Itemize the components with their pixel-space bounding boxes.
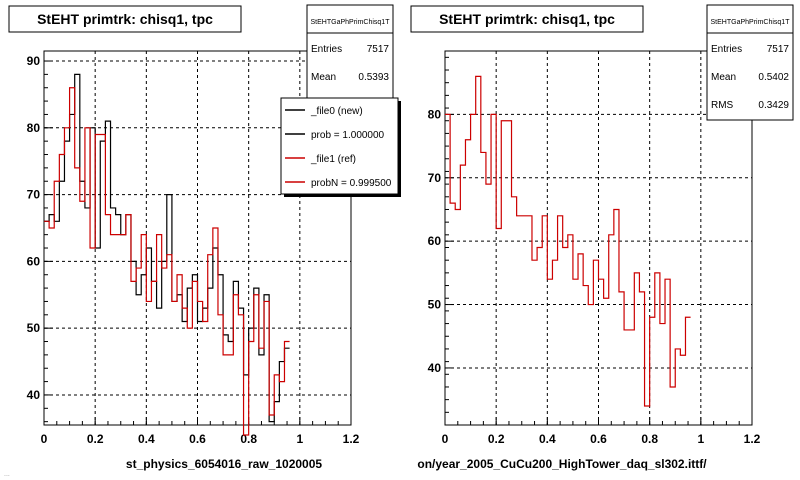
x-tick-label: 1.2 [744, 432, 761, 446]
y-tick-label: 50 [428, 298, 442, 312]
legend-entry: probN = 0.999500 [311, 178, 392, 189]
y-tick-label: 60 [428, 234, 442, 248]
x-tick-label: 1 [697, 432, 704, 446]
x-tick-label: 0.8 [641, 432, 658, 446]
y-tick-label: 40 [27, 388, 41, 402]
stats-value: 0.5402 [758, 72, 789, 83]
stats-header: StEHTGaPhPrimChisq1T [311, 19, 391, 26]
stats-label: Entries [711, 44, 742, 55]
x-axis-label: on/year_2005_CuCu200_HighTower_daq_sl302… [417, 457, 707, 471]
y-tick-label: 70 [27, 188, 41, 202]
stats-value: 7517 [367, 44, 390, 55]
x-tick-label: 0.6 [590, 432, 607, 446]
title-box [410, 5, 644, 33]
x-axis-label: st_physics_6054016_raw_1020005 [126, 457, 322, 471]
stats-box [706, 4, 794, 121]
stats-value: 0.5393 [358, 72, 389, 83]
x-tick-label: 0 [41, 432, 48, 446]
x-tick-label: 0 [442, 432, 449, 446]
x-tick-label: 0.4 [539, 432, 556, 446]
x-tick-label: 1 [296, 432, 303, 446]
stats-value: 0.3429 [758, 100, 789, 111]
stats-label: Mean [711, 72, 736, 83]
stats-value: 7517 [767, 44, 790, 55]
stats-header: StEHTGaPhPrimChisq1T [711, 19, 791, 26]
footer-text: ... [4, 471, 10, 478]
legend-entry: prob = 1.000000 [311, 130, 385, 141]
legend-entry: _file0 (new) [310, 106, 363, 117]
series-line-2 [44, 87, 290, 436]
y-tick-label: 80 [428, 107, 442, 121]
x-tick-label: 1.2 [343, 432, 360, 446]
x-tick-label: 0.4 [138, 432, 155, 446]
x-tick-label: 0.2 [87, 432, 104, 446]
legend: _file0 (new) prob = 1.000000 _file1 (ref) p… [285, 106, 392, 189]
title-box [8, 5, 242, 33]
stats-label: RMS [711, 100, 734, 111]
y-tick-label: 80 [27, 121, 41, 135]
chart-title: StEHT primtrk: chisq1, tpc [37, 11, 213, 27]
x-tick-label: 0.6 [189, 432, 206, 446]
y-tick-label: 90 [27, 54, 41, 68]
y-tick-label: 50 [27, 321, 41, 335]
chart-title: StEHT primtrk: chisq1, tpc [439, 11, 615, 27]
legend-box [280, 97, 399, 195]
series-line-1 [445, 75, 691, 407]
legend-entry: _file1 (ref) [310, 154, 356, 165]
chart-panel-2: 0 0.2 0.4 0.6 0.8 1 1.2 40 50 60 70 80 StEHT primtrk… [410, 4, 794, 471]
y-tick-label: 70 [428, 171, 442, 185]
stats-box [306, 4, 394, 106]
y-tick-label: 60 [27, 254, 41, 268]
stats-label: Mean [311, 72, 336, 83]
x-tick-label: 0.2 [488, 432, 505, 446]
y-tick-label: 40 [428, 361, 442, 375]
stats-label: Entries [311, 44, 342, 55]
